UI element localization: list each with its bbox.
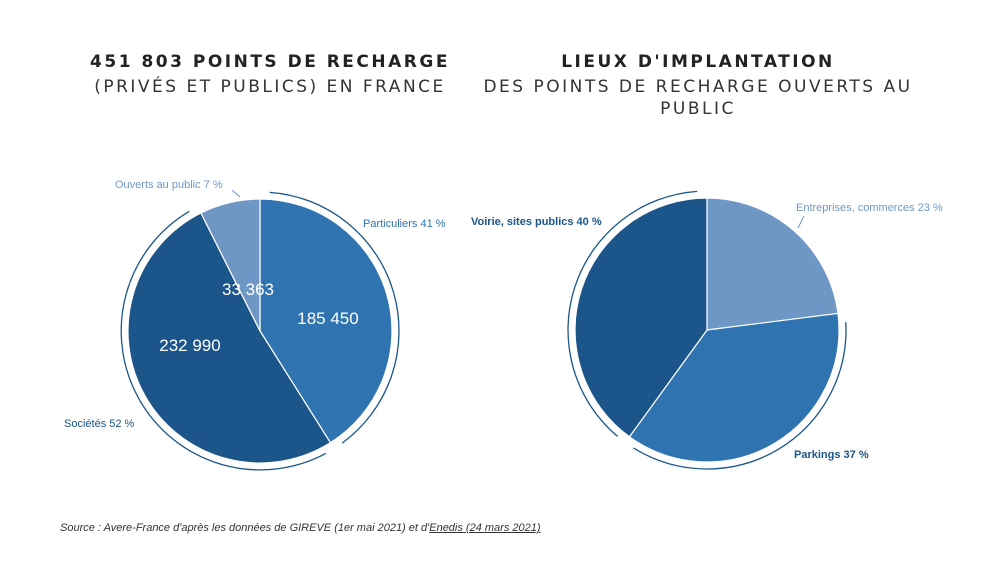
pie-right-category-label-1: Parkings 37 % xyxy=(794,449,869,461)
pie-left-bracket-1 xyxy=(120,210,327,471)
right-chart-title-block: LIEUX D'IMPLANTATION DES POINTS DE RECHA… xyxy=(478,52,918,120)
pie-right-slice-1 xyxy=(628,312,840,463)
pie-right-leader-0 xyxy=(797,215,805,229)
pie-right-slice-2 xyxy=(574,197,708,438)
pie-left-leader-2 xyxy=(231,189,241,198)
pie-left-category-label-1: Sociétés 52 % xyxy=(64,418,135,430)
left-chart-title-block: 451 803 POINTS DE RECHARGE (PRIVÉS ET PU… xyxy=(60,52,480,98)
pie-right-category-label-0: Entreprises, commerces 23 % xyxy=(796,202,943,214)
pie-right-bracket-1 xyxy=(632,322,847,470)
pie-left-value-label-1: 232 990 xyxy=(159,336,220,355)
pie-chart-left: 185 450 232 990 33 363 Particuliers 41 % Soc… xyxy=(64,179,446,471)
pie-left-slice-1 xyxy=(127,212,332,464)
source-note: Source : Avere-France d'après les donnée… xyxy=(60,522,541,534)
left-chart-subtitle: (PRIVÉS ET PUBLICS) EN FRANCE xyxy=(94,77,446,97)
source-text: Source : Avere-France d'après les donnée… xyxy=(60,522,430,534)
right-chart-title: LIEUX D'IMPLANTATION xyxy=(561,52,835,72)
pie-left-bracket-0 xyxy=(269,191,400,444)
left-chart-title: 451 803 POINTS DE RECHARGE xyxy=(90,52,450,72)
pie-left-value-label-0: 185 450 xyxy=(297,309,358,328)
source-link[interactable]: Enedis (24 mars 2021) xyxy=(429,522,541,534)
pie-left-slice-2 xyxy=(200,198,261,332)
pie-left-slice-0 xyxy=(259,198,393,444)
pie-left-category-label-0: Particuliers 41 % xyxy=(363,218,446,230)
pie-right-category-label-2: Voirie, sites publics 40 % xyxy=(471,216,602,228)
pie-right-slice-0 xyxy=(706,197,839,331)
right-chart-subtitle: DES POINTS DE RECHARGE OUVERTS AU PUBLIC xyxy=(483,77,913,119)
pie-left-category-label-2: Ouverts au public 7 % xyxy=(115,179,223,191)
pie-chart-right: Entreprises, commerces 23 % Parkings 37 %… xyxy=(471,190,943,470)
pie-right-bracket-2 xyxy=(567,190,698,437)
pie-left-value-label-2: 33 363 xyxy=(222,280,274,299)
